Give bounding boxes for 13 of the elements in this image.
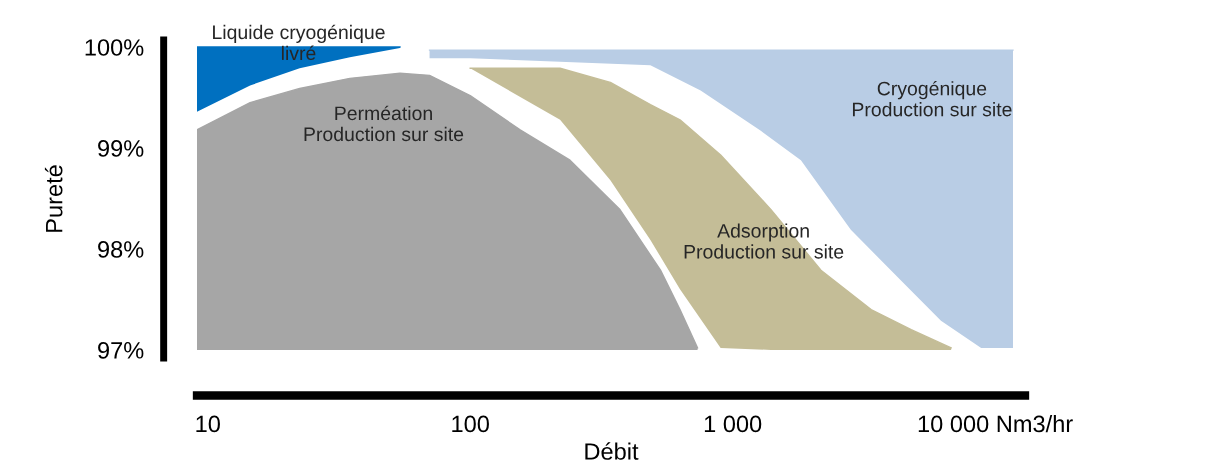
y-tick-label: 99%	[98, 140, 144, 157]
x-tick-label: 1 000	[704, 415, 762, 433]
x-tick-label: 10	[196, 415, 220, 433]
y-axis-title: Pureté	[44, 165, 63, 232]
y-tick-label: 97%	[98, 341, 144, 359]
series-label: Liquide cryogénique livré	[213, 24, 385, 61]
series-label: Perméation Production sur site	[304, 105, 464, 142]
x-tick-label: 100	[452, 415, 489, 433]
series-label: Cryogénique Production sur site	[852, 80, 1012, 117]
y-tick-label: 98%	[98, 241, 144, 258]
y-tick-label: 100%	[85, 39, 144, 56]
x-tick-label: 10 000 Nm3/hr	[918, 414, 1073, 433]
x-axis-title: Débit	[585, 442, 639, 460]
